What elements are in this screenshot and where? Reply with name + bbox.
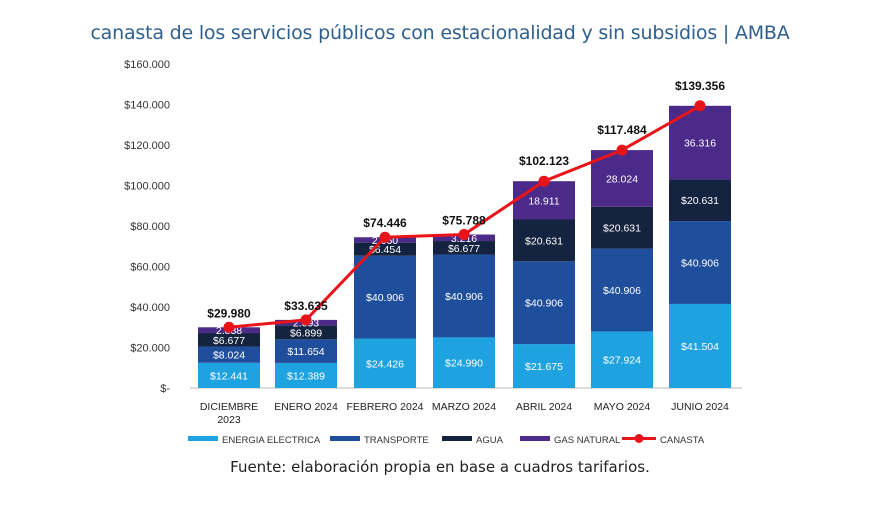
canasta-point [616, 144, 628, 156]
legend-swatch [520, 436, 550, 441]
bar-segment-agua [433, 241, 495, 255]
data-label: $11.654 [287, 346, 324, 358]
legend-label: AGUA [476, 435, 504, 446]
total-label: $117.484 [597, 123, 647, 137]
legend-label: CANASTA [660, 435, 705, 446]
data-label: $21.675 [525, 361, 563, 373]
data-label: $20.631 [681, 195, 719, 207]
canasta-point [538, 175, 550, 187]
legend-swatch [188, 436, 218, 441]
data-label: $6.677 [448, 243, 480, 255]
x-tick-label: ABRIL 2024 [516, 401, 572, 413]
data-label: $40.906 [366, 292, 404, 304]
y-tick-label: $20.000 [130, 343, 170, 355]
data-label: $12.441 [210, 370, 248, 382]
canasta-point [694, 100, 706, 112]
bar-segment-transporte [433, 254, 495, 338]
legend-label: TRANSPORTE [364, 435, 429, 446]
x-tick-label: JUNIO 2024 [671, 401, 729, 413]
total-label: $29.980 [207, 306, 251, 320]
data-label: $12.389 [287, 370, 325, 382]
bar-segment-transporte [275, 339, 337, 363]
legend-swatch [330, 436, 360, 441]
canasta-point [458, 229, 470, 241]
y-tick-label: $60.000 [130, 262, 170, 274]
data-label: $40.906 [445, 291, 483, 303]
y-tick-label: $- [160, 383, 170, 395]
canasta-point [379, 231, 391, 243]
legend-marker [634, 434, 644, 443]
bar-segment-energia-electrica [591, 331, 653, 388]
bar-segment-gas-natural [513, 181, 575, 220]
bar-segment-energia-electrica [669, 303, 731, 388]
bar-segment-agua [275, 325, 337, 340]
data-label: $40.906 [603, 285, 641, 297]
bar-segment-energia-electrica [433, 337, 495, 388]
data-label: $6.899 [290, 327, 322, 339]
data-label: $24.426 [366, 358, 404, 370]
bar-segment-agua [198, 333, 260, 347]
y-tick-label: $120.000 [124, 140, 170, 152]
bar-segment-transporte [198, 346, 260, 363]
total-label: $74.446 [363, 216, 407, 230]
bar-segment-energia-electrica [275, 362, 337, 388]
legend-label: GAS NATURAL [554, 435, 620, 446]
data-label: $40.906 [681, 258, 719, 270]
x-tick-label: FEBRERO 2024 [346, 401, 423, 413]
bar-segment-energia-electrica [513, 344, 575, 388]
bar-segment-energia-electrica [198, 362, 260, 388]
y-tick-label: $40.000 [130, 302, 170, 314]
total-label: $33.635 [284, 299, 328, 313]
y-tick-label: $100.000 [124, 181, 170, 193]
x-tick-label: 2023 [217, 414, 241, 426]
total-label: $102.123 [519, 154, 569, 168]
legend-swatch [442, 436, 472, 441]
data-label: $27.924 [603, 355, 641, 367]
x-tick-label: ENERO 2024 [274, 401, 338, 413]
bar-segment-transporte [513, 261, 575, 345]
total-label: $139.356 [675, 79, 725, 93]
y-tick-label: $160.000 [124, 59, 170, 71]
data-label: 28.024 [606, 173, 638, 185]
x-tick-label: DICIEMBRE [200, 401, 258, 413]
bar-segment-transporte [354, 255, 416, 339]
total-label: $75.788 [442, 214, 486, 228]
y-tick-label: $80.000 [130, 221, 170, 233]
data-label: $20.631 [603, 223, 641, 235]
data-label: $24.990 [445, 358, 483, 370]
x-tick-label: MARZO 2024 [432, 401, 496, 413]
y-tick-label: $140.000 [124, 100, 170, 112]
canasta-point [300, 314, 312, 326]
bar-segment-agua [669, 179, 731, 222]
data-label: 18.911 [528, 195, 559, 207]
bar-segment-agua [591, 206, 653, 249]
bar-segment-energia-electrica [354, 338, 416, 388]
data-label: 36.316 [684, 138, 716, 150]
data-label: $8.024 [213, 350, 245, 362]
data-label: $20.631 [525, 235, 563, 247]
bar-segment-transporte [669, 221, 731, 304]
data-label: $41.504 [681, 341, 719, 353]
data-label: $40.906 [525, 298, 563, 310]
source-note: Fuente: elaboración propia en base a cua… [230, 458, 650, 476]
canasta-point [223, 321, 235, 333]
legend-label: ENERGIA ELECTRICA [222, 435, 321, 446]
x-tick-label: MAYO 2024 [594, 401, 651, 413]
chart-title: canasta de los servicios públicos con es… [90, 22, 790, 44]
bar-segment-agua [513, 219, 575, 262]
data-label: $6.677 [213, 335, 245, 347]
bar-segment-transporte [591, 248, 653, 332]
